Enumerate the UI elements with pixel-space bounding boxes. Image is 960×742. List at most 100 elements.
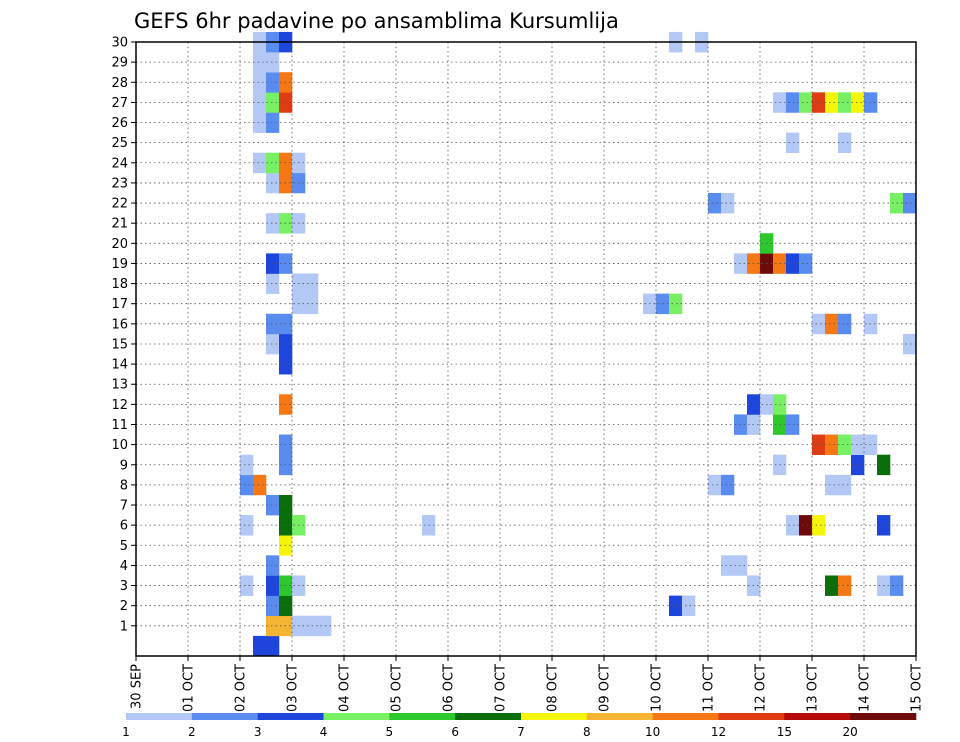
y-tick-label: 20 [111, 237, 128, 252]
y-tick-label: 16 [111, 317, 128, 332]
x-tick-label: 01 OCT [182, 664, 197, 712]
heatmap-cell [253, 474, 267, 496]
heatmap-cell [825, 474, 839, 496]
heatmap-cell [253, 92, 267, 113]
y-tick-label: 4 [120, 559, 128, 574]
heatmap-cell [266, 635, 280, 657]
heatmap-cell [318, 615, 332, 637]
y-tick-label: 19 [111, 257, 128, 272]
heatmap-cell [825, 313, 839, 335]
heatmap-cell [266, 595, 280, 617]
heatmap-cell [838, 575, 852, 596]
y-tick-label: 26 [111, 116, 128, 131]
y-tick-label: 9 [120, 458, 128, 473]
heatmap-cell [266, 72, 280, 93]
y-tick-label: 13 [111, 378, 128, 393]
heatmap-cell [266, 172, 280, 194]
x-axis: 30 SEP 01 OCT 02 OCT 03 OCT 04 OCT 05 OCT 06 O… [130, 656, 925, 712]
y-tick-label: 24 [111, 156, 128, 171]
heatmap-cell [734, 555, 748, 576]
heatmap-cell [721, 192, 735, 214]
x-tick-label: 04 OCT [338, 664, 353, 712]
legend-swatch [389, 713, 456, 720]
x-tick-label: 15 OCT [910, 664, 925, 712]
heatmap-cell [812, 515, 826, 536]
x-tick-label: 02 OCT [234, 664, 249, 712]
y-tick-label: 5 [120, 539, 128, 554]
heatmap-cell [253, 152, 267, 174]
legend-swatch [850, 713, 917, 720]
heatmap-cell [786, 414, 800, 435]
x-tick-label: 12 OCT [754, 664, 769, 712]
legend-swatch [652, 713, 719, 720]
x-tick-label: 30 SEP [130, 664, 145, 709]
y-tick-label: 28 [111, 76, 128, 91]
x-tick-label: 14 OCT [858, 664, 873, 712]
heatmap-cell [266, 494, 280, 516]
heatmap-cell [838, 132, 852, 154]
y-tick-label: 15 [111, 337, 128, 352]
heatmap-cell [786, 132, 800, 154]
y-tick-label: 27 [111, 96, 128, 111]
y-tick-label: 25 [111, 136, 128, 151]
heatmap-cell [669, 595, 683, 617]
heatmap-cell [903, 192, 917, 214]
x-tick-label: 05 OCT [390, 664, 405, 712]
heatmap-cell [721, 555, 735, 576]
heatmap-cell [266, 333, 280, 355]
legend-swatch [455, 713, 522, 720]
x-tick-label: 08 OCT [546, 664, 561, 712]
heatmap-cell [812, 92, 826, 113]
legend-label: 1 [122, 725, 130, 739]
y-tick-label: 11 [111, 418, 128, 433]
legend-label: 5 [386, 725, 394, 739]
legend-swatch [191, 713, 258, 720]
y-tick-label: 10 [111, 438, 128, 453]
heatmap-cell [682, 595, 696, 617]
heatmap-cell [266, 615, 280, 637]
heatmap-cell [266, 112, 280, 133]
y-tick-label: 17 [111, 297, 128, 312]
legend-swatch [718, 713, 785, 720]
heatmap-cell [838, 92, 852, 113]
y-tick-label: 12 [111, 398, 128, 413]
legend-swatch [586, 713, 653, 720]
y-tick-label: 30 [111, 36, 128, 51]
y-tick-label: 21 [111, 217, 128, 232]
heatmap-cell [266, 152, 280, 174]
heatmap-cell [851, 92, 865, 113]
legend-label: 15 [777, 725, 792, 739]
x-tick-label: 11 OCT [702, 664, 717, 712]
legend-label: 2 [188, 725, 196, 739]
heatmap-cell [838, 434, 852, 455]
grid-lines [136, 41, 916, 656]
legend-swatch [126, 713, 193, 720]
x-tick-label: 09 OCT [598, 664, 613, 712]
y-tick-label: 8 [120, 478, 128, 493]
heatmap-cell [708, 192, 722, 214]
x-tick-label: 06 OCT [442, 664, 457, 712]
legend-swatch [521, 713, 588, 720]
heatmap-cell [799, 253, 813, 274]
heatmap-cell [786, 92, 800, 113]
heatmap-cell [851, 434, 865, 455]
heatmap-cell [851, 454, 865, 476]
heatmap-cells [240, 31, 917, 657]
heatmap-cell [266, 213, 280, 234]
x-tick-label: 07 OCT [494, 664, 509, 712]
y-axis: 1234567891011121314151617181920212223242… [111, 36, 136, 634]
legend-swatch [323, 713, 390, 720]
heatmap-cell [253, 52, 267, 73]
heatmap-cell [825, 575, 839, 596]
heatmap-cell [721, 474, 735, 496]
legend-label: 7 [517, 725, 525, 739]
y-tick-label: 2 [120, 599, 128, 614]
y-tick-label: 23 [111, 176, 128, 191]
heatmap-cell [812, 434, 826, 455]
x-tick-label: 13 OCT [806, 664, 821, 712]
heatmap-cell [903, 333, 917, 355]
legend-label: 12 [711, 725, 726, 739]
x-tick-label: 10 OCT [650, 664, 665, 712]
x-tick-label: 03 OCT [286, 664, 301, 712]
